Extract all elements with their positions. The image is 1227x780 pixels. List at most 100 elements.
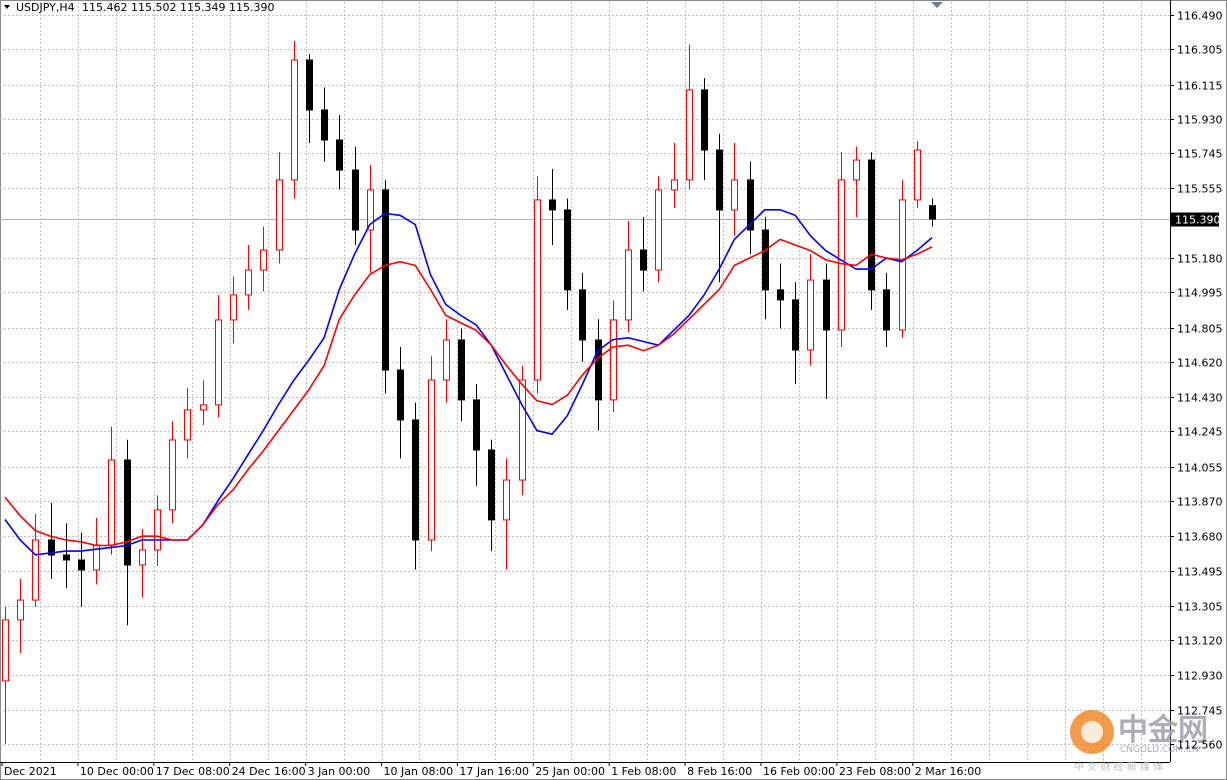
- candle-body: [610, 319, 617, 401]
- watermark-domain: CNGOLD.COM.CN: [1120, 745, 1199, 755]
- y-tick-label: 115.180: [1177, 253, 1223, 266]
- candle-body: [655, 189, 662, 271]
- candle-body: [108, 459, 115, 546]
- candle-body: [215, 319, 222, 406]
- candle-body: [306, 59, 313, 111]
- candle-body: [579, 289, 586, 341]
- x-tick-label: 2 Mar 16:00: [915, 765, 981, 778]
- candle-body: [731, 179, 738, 211]
- candle-body: [671, 179, 678, 191]
- x-tick-label: 24 Dec 16:00: [232, 765, 306, 778]
- plot: [2, 40, 936, 745]
- watermark-logo-inner: [1081, 721, 1103, 743]
- y-tick-label: 114.430: [1177, 392, 1223, 405]
- watermark: 中金网 CNGOLD.COM.CN 中 交 财 经 新 媒 体: [1070, 710, 1208, 773]
- candle-body: [382, 189, 389, 371]
- y-tick-label: 113.680: [1177, 531, 1223, 544]
- y-tick-label: 112.745: [1177, 705, 1223, 718]
- candle-body: [777, 289, 784, 301]
- candle-body: [32, 539, 39, 601]
- candle-body: [838, 179, 845, 331]
- chart-title: USDJPY,H4: [16, 1, 75, 14]
- y-tick-label: 113.120: [1177, 635, 1223, 648]
- candle-body: [276, 179, 283, 251]
- candle-body: [17, 599, 24, 621]
- grid: [0, 2, 1170, 762]
- candle-body: [321, 109, 328, 141]
- menu-arrow[interactable]: [4, 5, 10, 9]
- candle-body: [367, 189, 374, 231]
- candle-body: [169, 439, 176, 511]
- x-tick-label: Dec 2021: [4, 765, 57, 778]
- y-tick-label: 112.930: [1177, 670, 1223, 683]
- candle-body: [595, 339, 602, 401]
- candle-body: [200, 404, 207, 411]
- candle-body: [397, 369, 404, 421]
- x-tick-label: 17 Dec 08:00: [156, 765, 230, 778]
- x-tick-label: 1 Feb 08:00: [611, 765, 676, 778]
- candle-body: [853, 159, 860, 181]
- candle-body: [473, 399, 480, 451]
- current-price-label: 115.390: [1175, 214, 1221, 227]
- candle-body: [701, 89, 708, 151]
- candle-body: [625, 249, 632, 321]
- candle-body: [230, 294, 237, 321]
- candle-body: [63, 554, 70, 561]
- candle-body: [139, 549, 146, 566]
- candle-body: [883, 289, 890, 331]
- candle-body: [792, 299, 799, 351]
- candle-body: [458, 339, 465, 401]
- candle-body: [488, 449, 495, 521]
- candle-body: [428, 379, 435, 541]
- y-tick-label: 116.490: [1177, 10, 1223, 23]
- candle-body: [807, 279, 814, 351]
- y-tick-label: 116.305: [1177, 44, 1223, 57]
- candle-body: [154, 509, 161, 551]
- y-tick-label: 114.995: [1177, 287, 1223, 300]
- candle-body: [549, 199, 556, 211]
- candle-body: [640, 249, 647, 271]
- candle-body: [564, 209, 571, 291]
- candle-body: [260, 249, 267, 271]
- candle-body: [124, 459, 131, 566]
- y-tick-label: 113.305: [1177, 601, 1223, 614]
- candle-body: [823, 279, 830, 331]
- candle-body: [412, 419, 419, 541]
- candle-body: [914, 149, 921, 201]
- watermark-slogan: 中 交 财 经 新 媒 体: [1074, 760, 1163, 773]
- y-tick-label: 112.560: [1177, 739, 1223, 752]
- candle-body: [534, 199, 541, 381]
- x-tick-label: 8 Feb 16:00: [687, 765, 752, 778]
- shift-marker[interactable]: [931, 2, 943, 8]
- candle-body: [352, 169, 359, 231]
- y-tick-label: 115.745: [1177, 148, 1223, 161]
- candle-body: [716, 149, 723, 211]
- x-tick-label: 25 Jan 00:00: [535, 765, 605, 778]
- candle-body: [929, 205, 936, 220]
- x-tick-label: 10 Dec 00:00: [80, 765, 154, 778]
- candle-body: [868, 159, 875, 291]
- y-tick-label: 114.055: [1177, 462, 1223, 475]
- y-tick-label: 116.115: [1177, 80, 1223, 93]
- y-tick-label: 115.555: [1177, 183, 1223, 196]
- y-tick-label: 114.245: [1177, 426, 1223, 439]
- x-tick-label: 10 Jan 08:00: [384, 765, 454, 778]
- y-tick-label: 115.930: [1177, 114, 1223, 127]
- moving-average: [4, 209, 933, 556]
- candle-body: [245, 269, 252, 296]
- candle-body: [184, 409, 191, 441]
- moving-average: [4, 238, 933, 547]
- candle-body: [762, 229, 769, 291]
- candle-body: [519, 379, 526, 481]
- candle-body: [747, 179, 754, 231]
- y-tick-label: 114.620: [1177, 357, 1223, 370]
- current-price-box: [1171, 212, 1219, 227]
- candle-body: [336, 139, 343, 171]
- x-tick-label: 3 Jan 00:00: [308, 765, 371, 778]
- y-tick-label: 114.805: [1177, 323, 1223, 336]
- x-tick-label: 16 Feb 00:00: [763, 765, 835, 778]
- candle-body: [443, 339, 450, 381]
- candle-body: [503, 479, 510, 521]
- x-tick-label: 17 Jan 16:00: [459, 765, 529, 778]
